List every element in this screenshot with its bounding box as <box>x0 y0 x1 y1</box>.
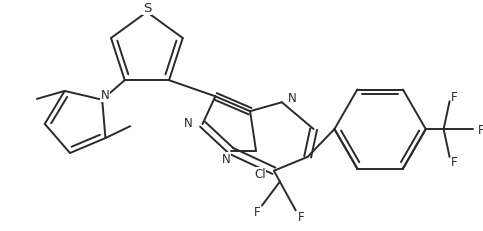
Text: Cl: Cl <box>254 167 266 180</box>
Text: F: F <box>254 205 260 218</box>
Text: F: F <box>478 123 483 136</box>
Text: F: F <box>298 210 304 223</box>
Text: F: F <box>451 156 458 169</box>
Text: N: N <box>101 89 110 102</box>
Text: S: S <box>142 3 151 15</box>
Text: N: N <box>222 153 231 166</box>
Text: N: N <box>287 91 296 104</box>
Text: F: F <box>451 90 458 103</box>
Text: N: N <box>184 116 193 129</box>
